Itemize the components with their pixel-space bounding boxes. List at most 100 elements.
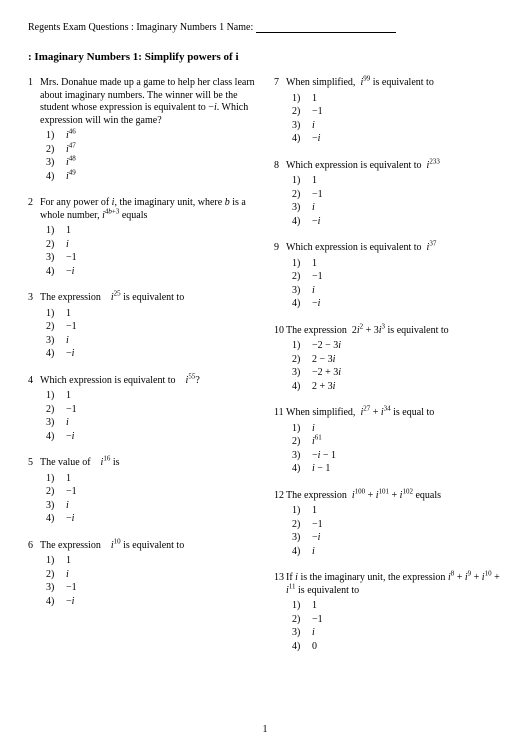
option: 2)i61 <box>286 435 502 449</box>
question-stem: Which expression is equivalent to i55? <box>40 375 256 388</box>
option-number: 4) <box>286 297 312 311</box>
option: 3)−i <box>286 531 502 545</box>
left-column: 1Mrs. Donahue made up a game to help her… <box>28 77 256 667</box>
option-number: 4) <box>40 347 66 361</box>
question-number: 8 <box>274 160 286 229</box>
option-value: −1 <box>312 188 323 202</box>
option: 2)−1 <box>286 518 502 532</box>
question-body: Which expression is equivalent to i371)1… <box>286 242 502 311</box>
options: 1)12)−13)i4)−i <box>286 257 502 311</box>
option-value: −1 <box>66 251 77 265</box>
option-number: 3) <box>286 284 312 298</box>
options: 1)12)i3)−14)−i <box>40 224 256 278</box>
option-number: 2) <box>286 518 312 532</box>
option-value: i <box>66 238 69 252</box>
question-number: 13 <box>274 572 286 653</box>
question: 13If i is the imaginary unit, the expres… <box>274 572 502 653</box>
option-value: 1 <box>312 599 317 613</box>
option-value: 1 <box>66 307 71 321</box>
option-value: 1 <box>312 257 317 271</box>
question-number: 1 <box>28 77 40 183</box>
option-number: 2) <box>40 320 66 334</box>
question: 7When simplified, i99 is equivalent to1)… <box>274 77 502 146</box>
option-value: i − 1 <box>312 462 330 476</box>
question-body: The expression i10 is equivalent to1)12)… <box>40 540 256 609</box>
right-column: 7When simplified, i99 is equivalent to1)… <box>274 77 502 667</box>
option-number: 4) <box>286 215 312 229</box>
option-value: 1 <box>66 472 71 486</box>
option: 4)i49 <box>40 170 256 184</box>
option-value: 2 + 3i <box>312 380 335 394</box>
option-number: 3) <box>286 531 312 545</box>
option: 2)−1 <box>286 613 502 627</box>
question-stem: When simplified, i99 is equivalent to <box>286 77 502 90</box>
option-number: 4) <box>40 512 66 526</box>
option-number: 3) <box>40 416 66 430</box>
option: 2)i <box>40 568 256 582</box>
option: 1)1 <box>40 389 256 403</box>
option-value: −i <box>66 430 74 444</box>
option-number: 2) <box>286 353 312 367</box>
content-columns: 1Mrs. Donahue made up a game to help her… <box>28 77 502 667</box>
option-number: 1) <box>40 472 66 486</box>
option: 2)2 − 3i <box>286 353 502 367</box>
page-title: : Imaginary Numbers 1: Simplify powers o… <box>28 51 502 63</box>
option-value: 1 <box>66 224 71 238</box>
option-value: i <box>312 545 315 559</box>
option: 1)1 <box>286 599 502 613</box>
option-value: i <box>312 284 315 298</box>
option-number: 1) <box>286 599 312 613</box>
option: 4)−i <box>286 132 502 146</box>
option: 4)−i <box>286 215 502 229</box>
option: 4)−i <box>40 512 256 526</box>
option-number: 4) <box>40 595 66 609</box>
option-value: 1 <box>66 389 71 403</box>
option-value: 1 <box>66 554 71 568</box>
question-number: 9 <box>274 242 286 311</box>
question: 6The expression i10 is equivalent to1)12… <box>28 540 256 609</box>
question: 2For any power of i, the imaginary unit,… <box>28 197 256 278</box>
option: 4)−i <box>286 297 502 311</box>
option-value: −i <box>66 512 74 526</box>
question-number: 2 <box>28 197 40 278</box>
option-number: 1) <box>286 339 312 353</box>
question-stem: The expression i100 + i101 + i102 equals <box>286 490 502 503</box>
option: 1)1 <box>40 307 256 321</box>
question: 12The expression i100 + i101 + i102 equa… <box>274 490 502 559</box>
option-number: 2) <box>286 105 312 119</box>
question-body: If i is the imaginary unit, the expressi… <box>286 572 502 653</box>
option: 4)−i <box>40 430 256 444</box>
option-value: −i − 1 <box>312 449 336 463</box>
question: 1Mrs. Donahue made up a game to help her… <box>28 77 256 183</box>
option-value: −i <box>66 595 74 609</box>
option-number: 3) <box>40 581 66 595</box>
question: 3The expression i25 is equivalent to1)12… <box>28 292 256 361</box>
option-number: 3) <box>40 334 66 348</box>
options: 1)12)−13)i4)−i <box>286 92 502 146</box>
option-value: −i <box>312 132 320 146</box>
option-number: 2) <box>40 568 66 582</box>
option-value: −i <box>66 265 74 279</box>
option-number: 3) <box>40 251 66 265</box>
option: 2)−1 <box>286 105 502 119</box>
question-body: The expression i100 + i101 + i102 equals… <box>286 490 502 559</box>
option-number: 1) <box>286 422 312 436</box>
option-value: −1 <box>312 613 323 627</box>
question-number: 5 <box>28 457 40 526</box>
question-body: When simplified, i27 + i34 is equal to1)… <box>286 407 502 476</box>
option-value: i <box>312 201 315 215</box>
option: 4)−i <box>40 347 256 361</box>
option-number: 2) <box>40 143 66 157</box>
option: 3)−2 + 3i <box>286 366 502 380</box>
question: 5The value of i16 is1)12)−13)i4)−i <box>28 457 256 526</box>
question-stem: The value of i16 is <box>40 457 256 470</box>
option-number: 2) <box>40 403 66 417</box>
question-body: When simplified, i99 is equivalent to 1)1… <box>286 77 502 146</box>
option-number: 3) <box>286 366 312 380</box>
option-number: 1) <box>40 307 66 321</box>
option: 1)1 <box>40 224 256 238</box>
option: 1)1 <box>40 472 256 486</box>
option-value: 1 <box>312 92 317 106</box>
option-value: −1 <box>66 320 77 334</box>
option-number: 1) <box>286 504 312 518</box>
